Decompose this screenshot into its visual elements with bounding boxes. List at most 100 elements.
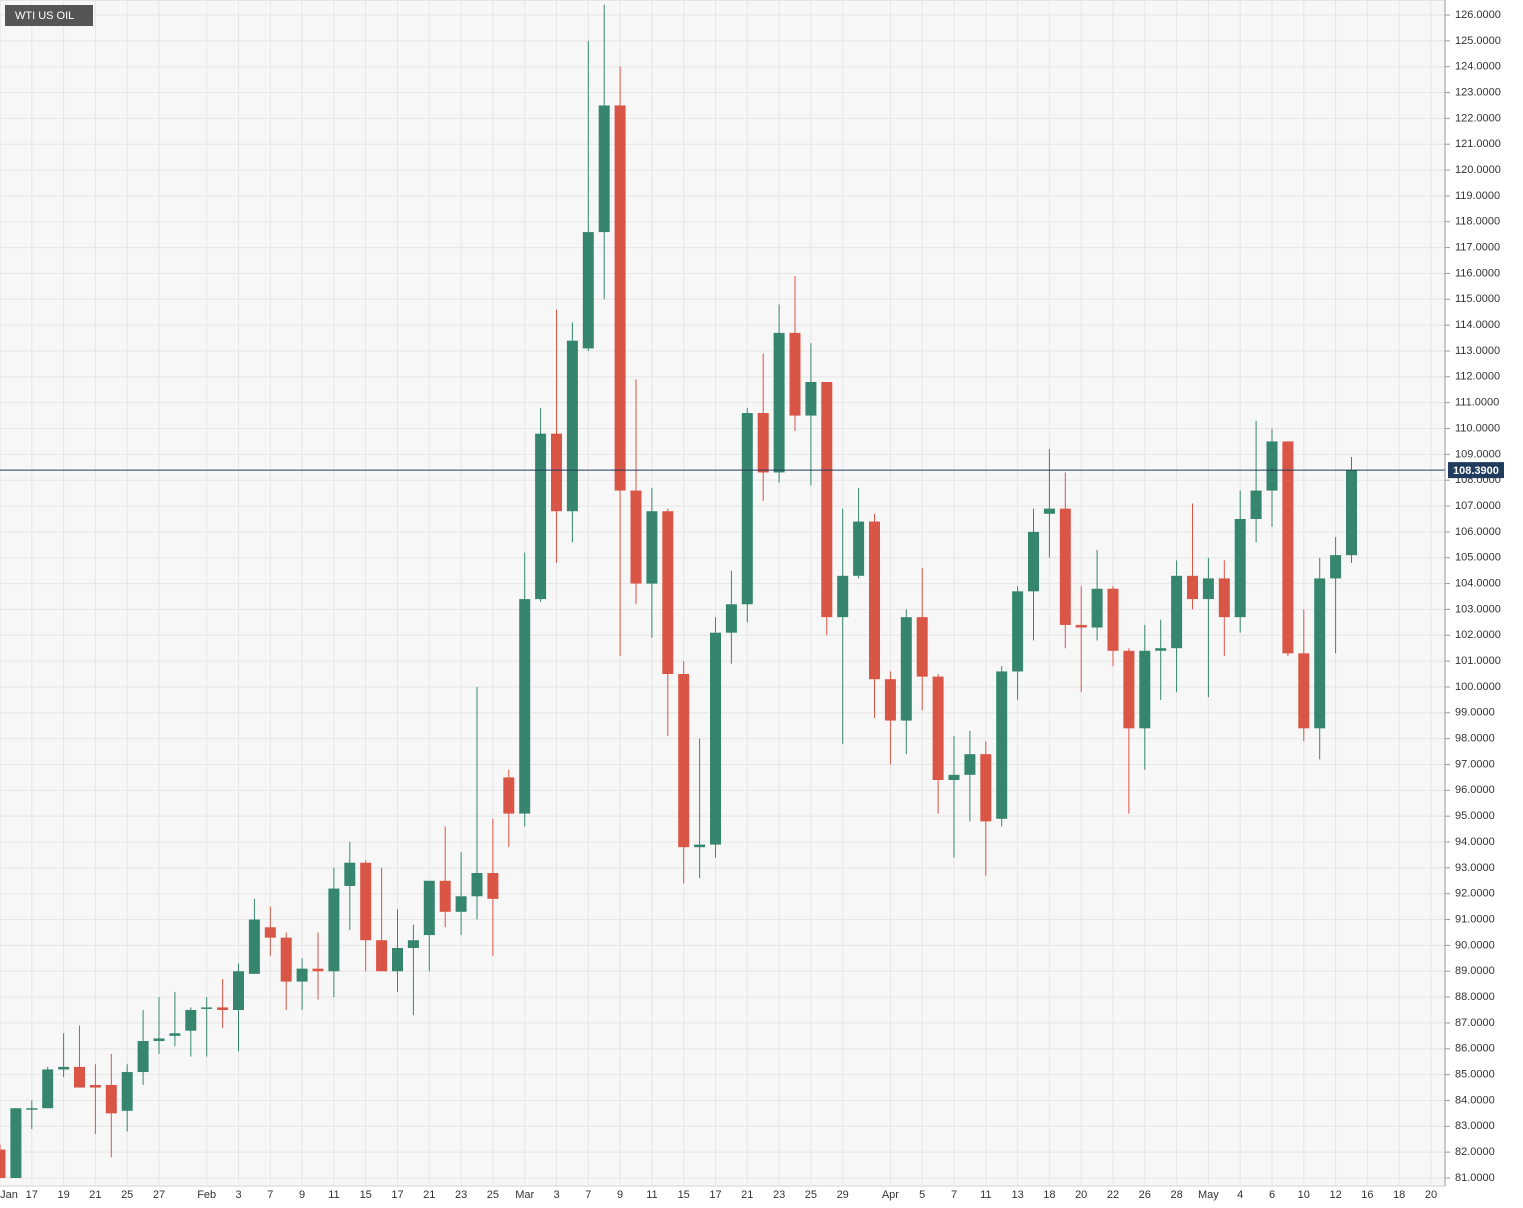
candle-body xyxy=(74,1066,85,1088)
candle-body xyxy=(1266,441,1278,491)
y-tick-label: 98.0000 xyxy=(1455,733,1495,745)
candle-body xyxy=(662,511,674,675)
candle-body xyxy=(1123,650,1135,729)
candle-body xyxy=(58,1066,70,1070)
candle-body xyxy=(1187,575,1198,600)
x-tick-label: 11 xyxy=(980,1189,991,1201)
x-tick-label: 6 xyxy=(1269,1189,1275,1201)
candle-body xyxy=(89,1084,101,1088)
x-tick-label: 10 xyxy=(1298,1189,1310,1201)
y-tick-label: 124.0000 xyxy=(1455,61,1501,73)
candle-body xyxy=(201,1007,213,1009)
y-tick-label: 112.0000 xyxy=(1455,371,1500,383)
x-tick-label: May xyxy=(1198,1189,1219,1201)
candle-body xyxy=(503,777,515,814)
y-tick-label: 88.0000 xyxy=(1455,991,1495,1003)
candle-body xyxy=(598,105,610,233)
candle-body xyxy=(137,1041,149,1073)
candle-body xyxy=(519,599,531,814)
x-tick-label: 23 xyxy=(773,1189,785,1201)
y-tick-label: 118.0000 xyxy=(1455,216,1500,228)
candle-body xyxy=(105,1084,117,1114)
x-tick-label: 21 xyxy=(423,1189,435,1201)
x-tick-label: 4 xyxy=(1237,1189,1243,1201)
candle-body xyxy=(1218,578,1230,618)
y-tick-label: 107.0000 xyxy=(1455,500,1501,512)
y-tick-label: 105.0000 xyxy=(1455,552,1501,564)
y-tick-label: 116.0000 xyxy=(1455,267,1500,279)
candle-body xyxy=(1171,575,1183,649)
candle-body xyxy=(869,521,880,680)
y-tick-label: 122.0000 xyxy=(1455,112,1501,124)
y-tick-label: 102.0000 xyxy=(1455,629,1501,641)
x-tick-label: Mar xyxy=(515,1189,534,1201)
candles xyxy=(0,4,1445,1178)
x-tick-label: 9 xyxy=(617,1189,623,1201)
candle-body xyxy=(423,880,435,936)
grid xyxy=(0,0,1445,1186)
candle-body xyxy=(392,947,403,972)
candle-body xyxy=(535,433,547,600)
x-tick-label: 7 xyxy=(585,1189,591,1201)
candle-body xyxy=(710,632,721,845)
candle-body xyxy=(614,105,626,491)
y-tick-label: 101.0000 xyxy=(1455,655,1501,667)
candle-body xyxy=(964,754,976,775)
y-tick-label: 110.0000 xyxy=(1455,422,1500,434)
chart-title: WTI US OIL xyxy=(15,10,74,22)
x-tick-label: 25 xyxy=(805,1189,817,1201)
x-tick-label: Jan xyxy=(0,1189,18,1201)
candle-body xyxy=(1346,470,1357,556)
candle-body xyxy=(248,919,260,974)
candle-body xyxy=(1250,490,1262,519)
x-tick-label: 16 xyxy=(1361,1189,1373,1201)
candle-body xyxy=(233,971,244,1011)
candle-body xyxy=(1314,578,1326,729)
y-tick-label: 126.0000 xyxy=(1455,9,1501,21)
candle-body xyxy=(551,433,562,512)
y-tick-label: 84.0000 xyxy=(1455,1094,1495,1106)
x-tick-label: 3 xyxy=(235,1189,241,1201)
candle-body xyxy=(1139,650,1151,729)
x-tick-label: 22 xyxy=(1107,1189,1119,1201)
candle-body xyxy=(821,381,833,618)
candle-body xyxy=(407,940,419,948)
title-box xyxy=(5,5,93,26)
y-tick-label: 111.0000 xyxy=(1455,397,1499,409)
candle-body xyxy=(10,1108,22,1178)
x-tick-label: 18 xyxy=(1043,1189,1055,1201)
candle-body xyxy=(646,511,658,584)
candle-body xyxy=(757,413,769,473)
y-tick-label: 115.0000 xyxy=(1455,293,1500,305)
x-tick-label: 20 xyxy=(1425,1189,1437,1201)
y-tick-label: 117.0000 xyxy=(1455,242,1500,254)
y-tick-label: 82.0000 xyxy=(1455,1146,1495,1158)
y-tick-label: 120.0000 xyxy=(1455,164,1501,176)
candle-body xyxy=(185,1010,197,1031)
candle-body xyxy=(42,1069,54,1109)
x-tick-label: 17 xyxy=(709,1189,721,1201)
x-tick-label: 9 xyxy=(299,1189,305,1201)
candle-body xyxy=(487,873,499,899)
x-tick-label: 19 xyxy=(57,1189,69,1201)
candle-body xyxy=(344,862,356,886)
y-tick-label: 121.0000 xyxy=(1455,138,1501,150)
y-tick-label: 103.0000 xyxy=(1455,603,1501,615)
candle-body xyxy=(678,674,690,848)
last-price-label: 108.3900 xyxy=(1453,465,1499,477)
y-tick-label: 87.0000 xyxy=(1455,1017,1495,1029)
candle-body xyxy=(582,232,594,349)
candle-body xyxy=(948,774,960,780)
y-tick-label: 113.0000 xyxy=(1455,345,1500,357)
candle-body xyxy=(264,927,276,938)
candle-body xyxy=(455,896,467,912)
labels: 81.0000 82.0000 83.0000 84.0000 85.0000 86.00… xyxy=(0,9,1504,1201)
y-tick-label: 97.0000 xyxy=(1455,758,1495,770)
y-tick-label: 95.0000 xyxy=(1455,810,1495,822)
candle-body xyxy=(773,332,785,473)
x-tick-label: 11 xyxy=(646,1189,657,1201)
candle-body xyxy=(837,575,849,618)
candle-body xyxy=(725,604,737,633)
y-tick-label: 96.0000 xyxy=(1455,784,1495,796)
